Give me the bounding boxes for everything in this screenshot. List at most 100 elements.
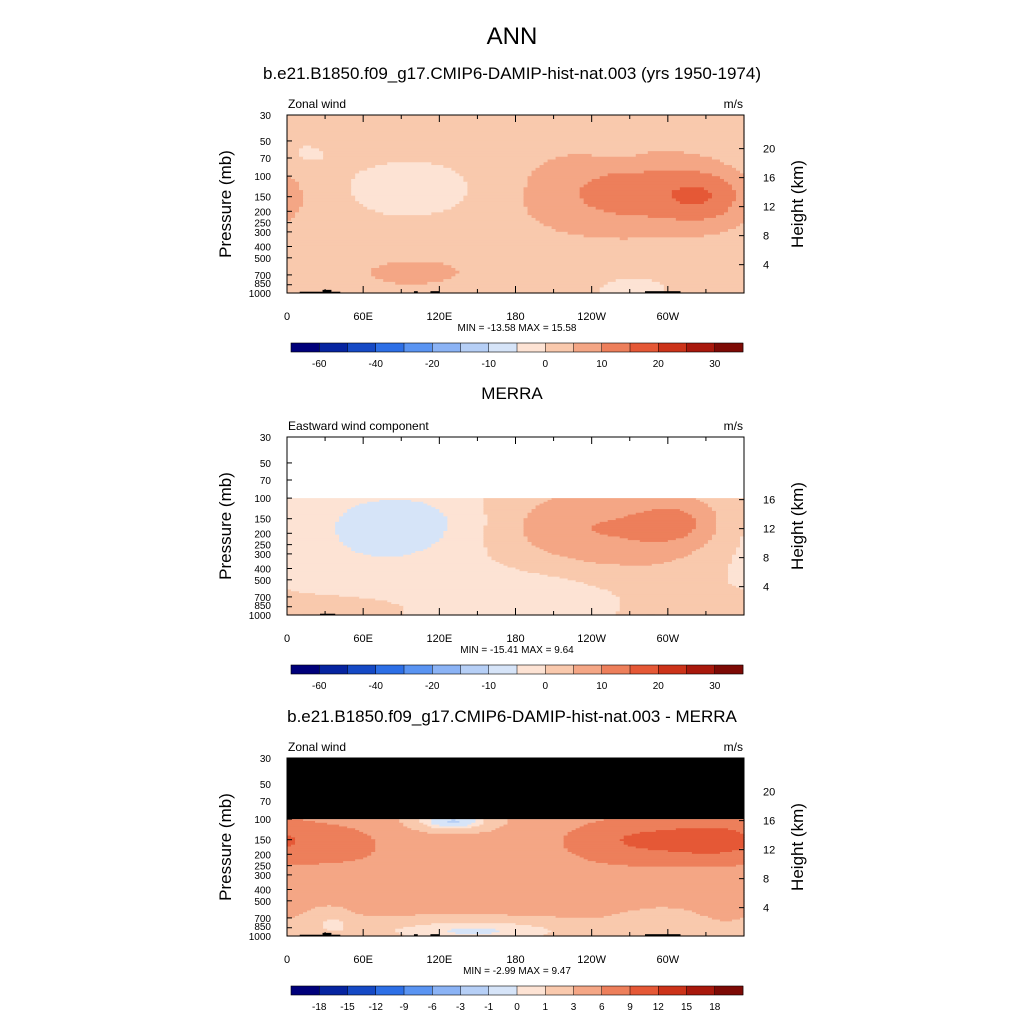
field-cell bbox=[287, 903, 745, 906]
field-cell bbox=[687, 554, 733, 558]
field-cell bbox=[727, 206, 745, 211]
field-cell bbox=[287, 514, 344, 517]
field-cell bbox=[667, 540, 709, 543]
field-cell bbox=[639, 831, 741, 835]
field-cell bbox=[427, 547, 489, 550]
colorbar-label: 20 bbox=[653, 359, 665, 370]
field-cell bbox=[287, 598, 376, 601]
field-cell bbox=[287, 543, 344, 547]
field-cell bbox=[415, 551, 489, 554]
field-cell bbox=[563, 841, 625, 844]
field-cell bbox=[723, 162, 745, 166]
field-cell bbox=[483, 534, 525, 538]
variable-label: Eastward wind component bbox=[288, 419, 429, 433]
field-cell bbox=[731, 204, 745, 208]
field-cell bbox=[731, 187, 745, 191]
field-cell bbox=[339, 594, 617, 598]
field-cell bbox=[299, 187, 352, 191]
field-cell bbox=[691, 910, 745, 913]
height-tick-label: 4 bbox=[763, 260, 769, 272]
field-cell bbox=[663, 284, 745, 289]
colorbar-label: 0 bbox=[542, 681, 548, 692]
field-cell bbox=[727, 209, 745, 213]
field-cell bbox=[359, 503, 428, 507]
field-cell bbox=[287, 209, 300, 213]
field-cell bbox=[587, 181, 729, 186]
field-cell bbox=[287, 819, 304, 822]
field-cell bbox=[431, 819, 452, 822]
field-cell bbox=[615, 212, 725, 216]
topography bbox=[331, 934, 341, 936]
lon-tick-label: 60W bbox=[657, 311, 680, 323]
field-cell bbox=[483, 525, 525, 528]
field-cell bbox=[467, 192, 525, 197]
field-cell bbox=[691, 551, 737, 554]
colorbar-swatch bbox=[686, 343, 716, 352]
field-cell bbox=[727, 582, 745, 585]
field-cell bbox=[407, 826, 432, 829]
field-cell bbox=[567, 578, 729, 581]
field-cell bbox=[455, 204, 525, 208]
field-cell bbox=[291, 217, 537, 222]
field-cell bbox=[647, 848, 741, 851]
colorbar-swatch bbox=[658, 343, 687, 352]
field-cell bbox=[739, 223, 745, 227]
y-axis-label: Pressure (mb) bbox=[216, 793, 235, 901]
field-cell bbox=[363, 914, 416, 917]
field-cell bbox=[287, 921, 324, 924]
field-cell bbox=[711, 917, 741, 921]
field-cell bbox=[663, 290, 745, 294]
field-cell bbox=[287, 611, 404, 614]
field-cell bbox=[303, 819, 400, 822]
field-cell bbox=[715, 527, 745, 530]
field-cell bbox=[675, 558, 733, 561]
field-cell bbox=[451, 206, 529, 211]
field-cell bbox=[387, 262, 444, 266]
field-cell bbox=[587, 822, 745, 826]
field-cell bbox=[287, 824, 340, 828]
field-cell bbox=[619, 605, 745, 609]
field-cell bbox=[287, 520, 340, 523]
field-cell bbox=[403, 605, 621, 609]
field-cell bbox=[715, 516, 745, 519]
field-cell bbox=[287, 583, 589, 587]
lon-tick-label: 0 bbox=[284, 311, 290, 323]
field-cell bbox=[667, 906, 745, 910]
field-cell bbox=[487, 521, 525, 525]
field-cell bbox=[707, 503, 745, 507]
field-cell bbox=[427, 503, 485, 507]
field-cell bbox=[727, 181, 745, 186]
colorbar-swatch bbox=[630, 986, 659, 995]
field-cell bbox=[515, 923, 745, 926]
field-cell bbox=[719, 159, 745, 163]
field-cell bbox=[583, 234, 705, 238]
field-cell bbox=[535, 167, 737, 172]
field-cell bbox=[287, 855, 368, 859]
field-cell bbox=[735, 830, 745, 833]
field-cell bbox=[299, 209, 376, 213]
field-cell bbox=[483, 529, 525, 532]
field-cell bbox=[395, 930, 448, 933]
field-cell bbox=[443, 262, 745, 266]
field-cell bbox=[455, 273, 745, 277]
field-cell bbox=[703, 501, 745, 505]
field-cell bbox=[375, 841, 565, 844]
pressure-tick-label: 500 bbox=[254, 897, 271, 908]
colorbar-label: 9 bbox=[627, 1002, 633, 1013]
field-cell bbox=[671, 190, 709, 194]
field-cell bbox=[299, 914, 364, 917]
field-cell bbox=[735, 195, 745, 200]
field-cell bbox=[683, 536, 713, 539]
field-cell bbox=[287, 899, 745, 902]
field-cell bbox=[287, 861, 344, 864]
field-cell bbox=[355, 859, 589, 862]
pressure-tick-label: 150 bbox=[254, 193, 271, 204]
colorbar-swatch bbox=[545, 986, 574, 995]
colorbar-swatch bbox=[488, 986, 518, 995]
field-cell bbox=[287, 541, 344, 545]
field-cell bbox=[675, 198, 709, 202]
pressure-tick-label: 500 bbox=[254, 576, 271, 587]
field-cell bbox=[287, 580, 577, 583]
field-cell bbox=[731, 554, 745, 558]
